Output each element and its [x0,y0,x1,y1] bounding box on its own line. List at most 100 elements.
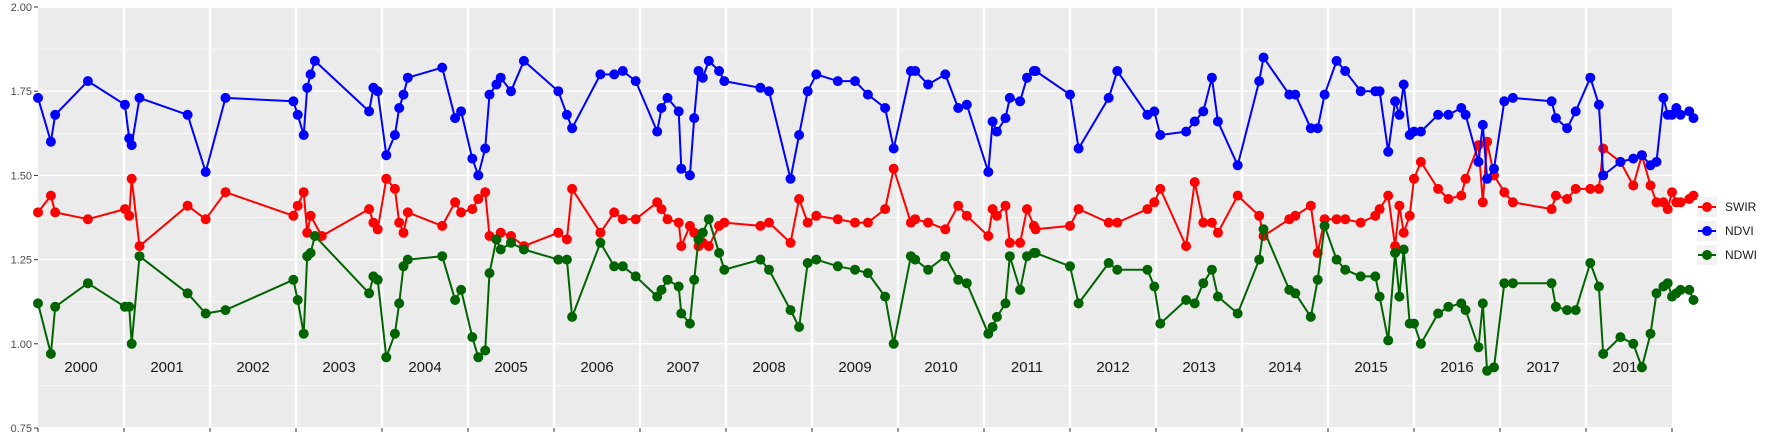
data-point [1355,86,1366,97]
data-point [1212,227,1223,238]
data-point [714,247,725,258]
data-point [1030,224,1041,235]
year-label: 2011 [1011,359,1043,376]
data-point [1688,190,1699,201]
data-point [1562,194,1573,204]
data-point [364,204,375,215]
data-point [480,187,491,198]
data-point [1651,197,1662,208]
year-label: 2000 [64,359,97,376]
data-point [1409,318,1419,329]
data-point [673,281,684,292]
data-point [567,123,578,134]
data-point [1477,197,1488,208]
data-point [45,136,56,147]
data-point [1398,227,1409,238]
year-label: 2002 [236,359,269,376]
data-point [630,271,641,282]
legend: SWIR NDVI NDWI [1697,197,1757,265]
data-point [1073,204,1084,215]
data-point [1232,160,1243,171]
data-point [1443,194,1454,204]
data-point [961,278,972,289]
data-point [595,227,606,238]
year-label: 2013 [1182,359,1215,376]
data-point [1374,204,1385,215]
data-point [305,69,316,80]
data-point [703,214,714,225]
data-point [1198,106,1209,117]
data-point [832,76,843,87]
year-label: 2008 [752,359,785,376]
legend-marker [1702,250,1712,260]
data-point [1562,123,1573,134]
data-point [940,69,951,80]
data-point [1022,72,1032,83]
data-point [1181,126,1192,137]
data-point [1628,338,1639,349]
data-point [1000,113,1011,124]
data-point [1585,72,1596,83]
data-point [1030,66,1041,76]
data-point [764,86,774,97]
data-point [292,295,303,305]
data-point [1394,200,1405,211]
data-point [302,82,313,93]
data-point [134,92,145,103]
data-point [1415,338,1426,349]
data-point [1499,187,1510,198]
data-point [1546,96,1557,107]
data-point [953,274,964,285]
year-label: 2010 [924,359,957,376]
year-label: 2006 [580,359,613,376]
data-point [134,241,145,252]
data-point [1232,190,1243,201]
data-point [1433,308,1444,319]
data-point [1290,89,1301,100]
y-tick-label: 1.50 [11,170,32,182]
data-point [910,66,921,76]
data-point [364,288,375,299]
data-point [1570,305,1581,316]
data-point [811,210,822,221]
data-point [991,311,1002,322]
data-point [1415,126,1426,137]
data-point [1073,143,1084,154]
data-point [1004,237,1015,248]
data-point [1374,86,1385,97]
data-point [1658,92,1669,103]
x-axis [37,428,1673,432]
data-point [832,214,843,225]
legend-item-ndwi: NDWI [1697,245,1757,265]
data-point [473,352,484,363]
legend-label: NDWI [1725,248,1757,262]
data-point [1507,92,1518,103]
year-label: 2001 [150,359,183,376]
data-point [1319,220,1330,231]
data-point [703,241,714,252]
data-point [561,234,572,245]
data-point [811,254,822,265]
data-point [394,298,405,309]
y-tick-label: 1.25 [11,255,32,267]
data-point [1112,264,1123,275]
data-point [467,204,478,215]
data-point [1598,170,1609,181]
data-point [991,210,1002,221]
data-point [656,284,667,295]
data-point [126,338,137,349]
data-point [364,106,375,117]
data-point [1189,116,1200,127]
data-point [200,308,211,319]
legend-item-ndvi: NDVI [1697,221,1754,241]
data-point [983,231,994,241]
y-axis: 0.75 1.00 1.25 1.50 1.75 2.00 [11,2,38,435]
data-point [1331,254,1342,265]
data-point [1015,96,1026,107]
data-point [1206,72,1217,83]
data-point [1254,76,1265,87]
data-point [305,210,316,221]
data-point [1319,89,1330,100]
data-point [662,214,673,225]
